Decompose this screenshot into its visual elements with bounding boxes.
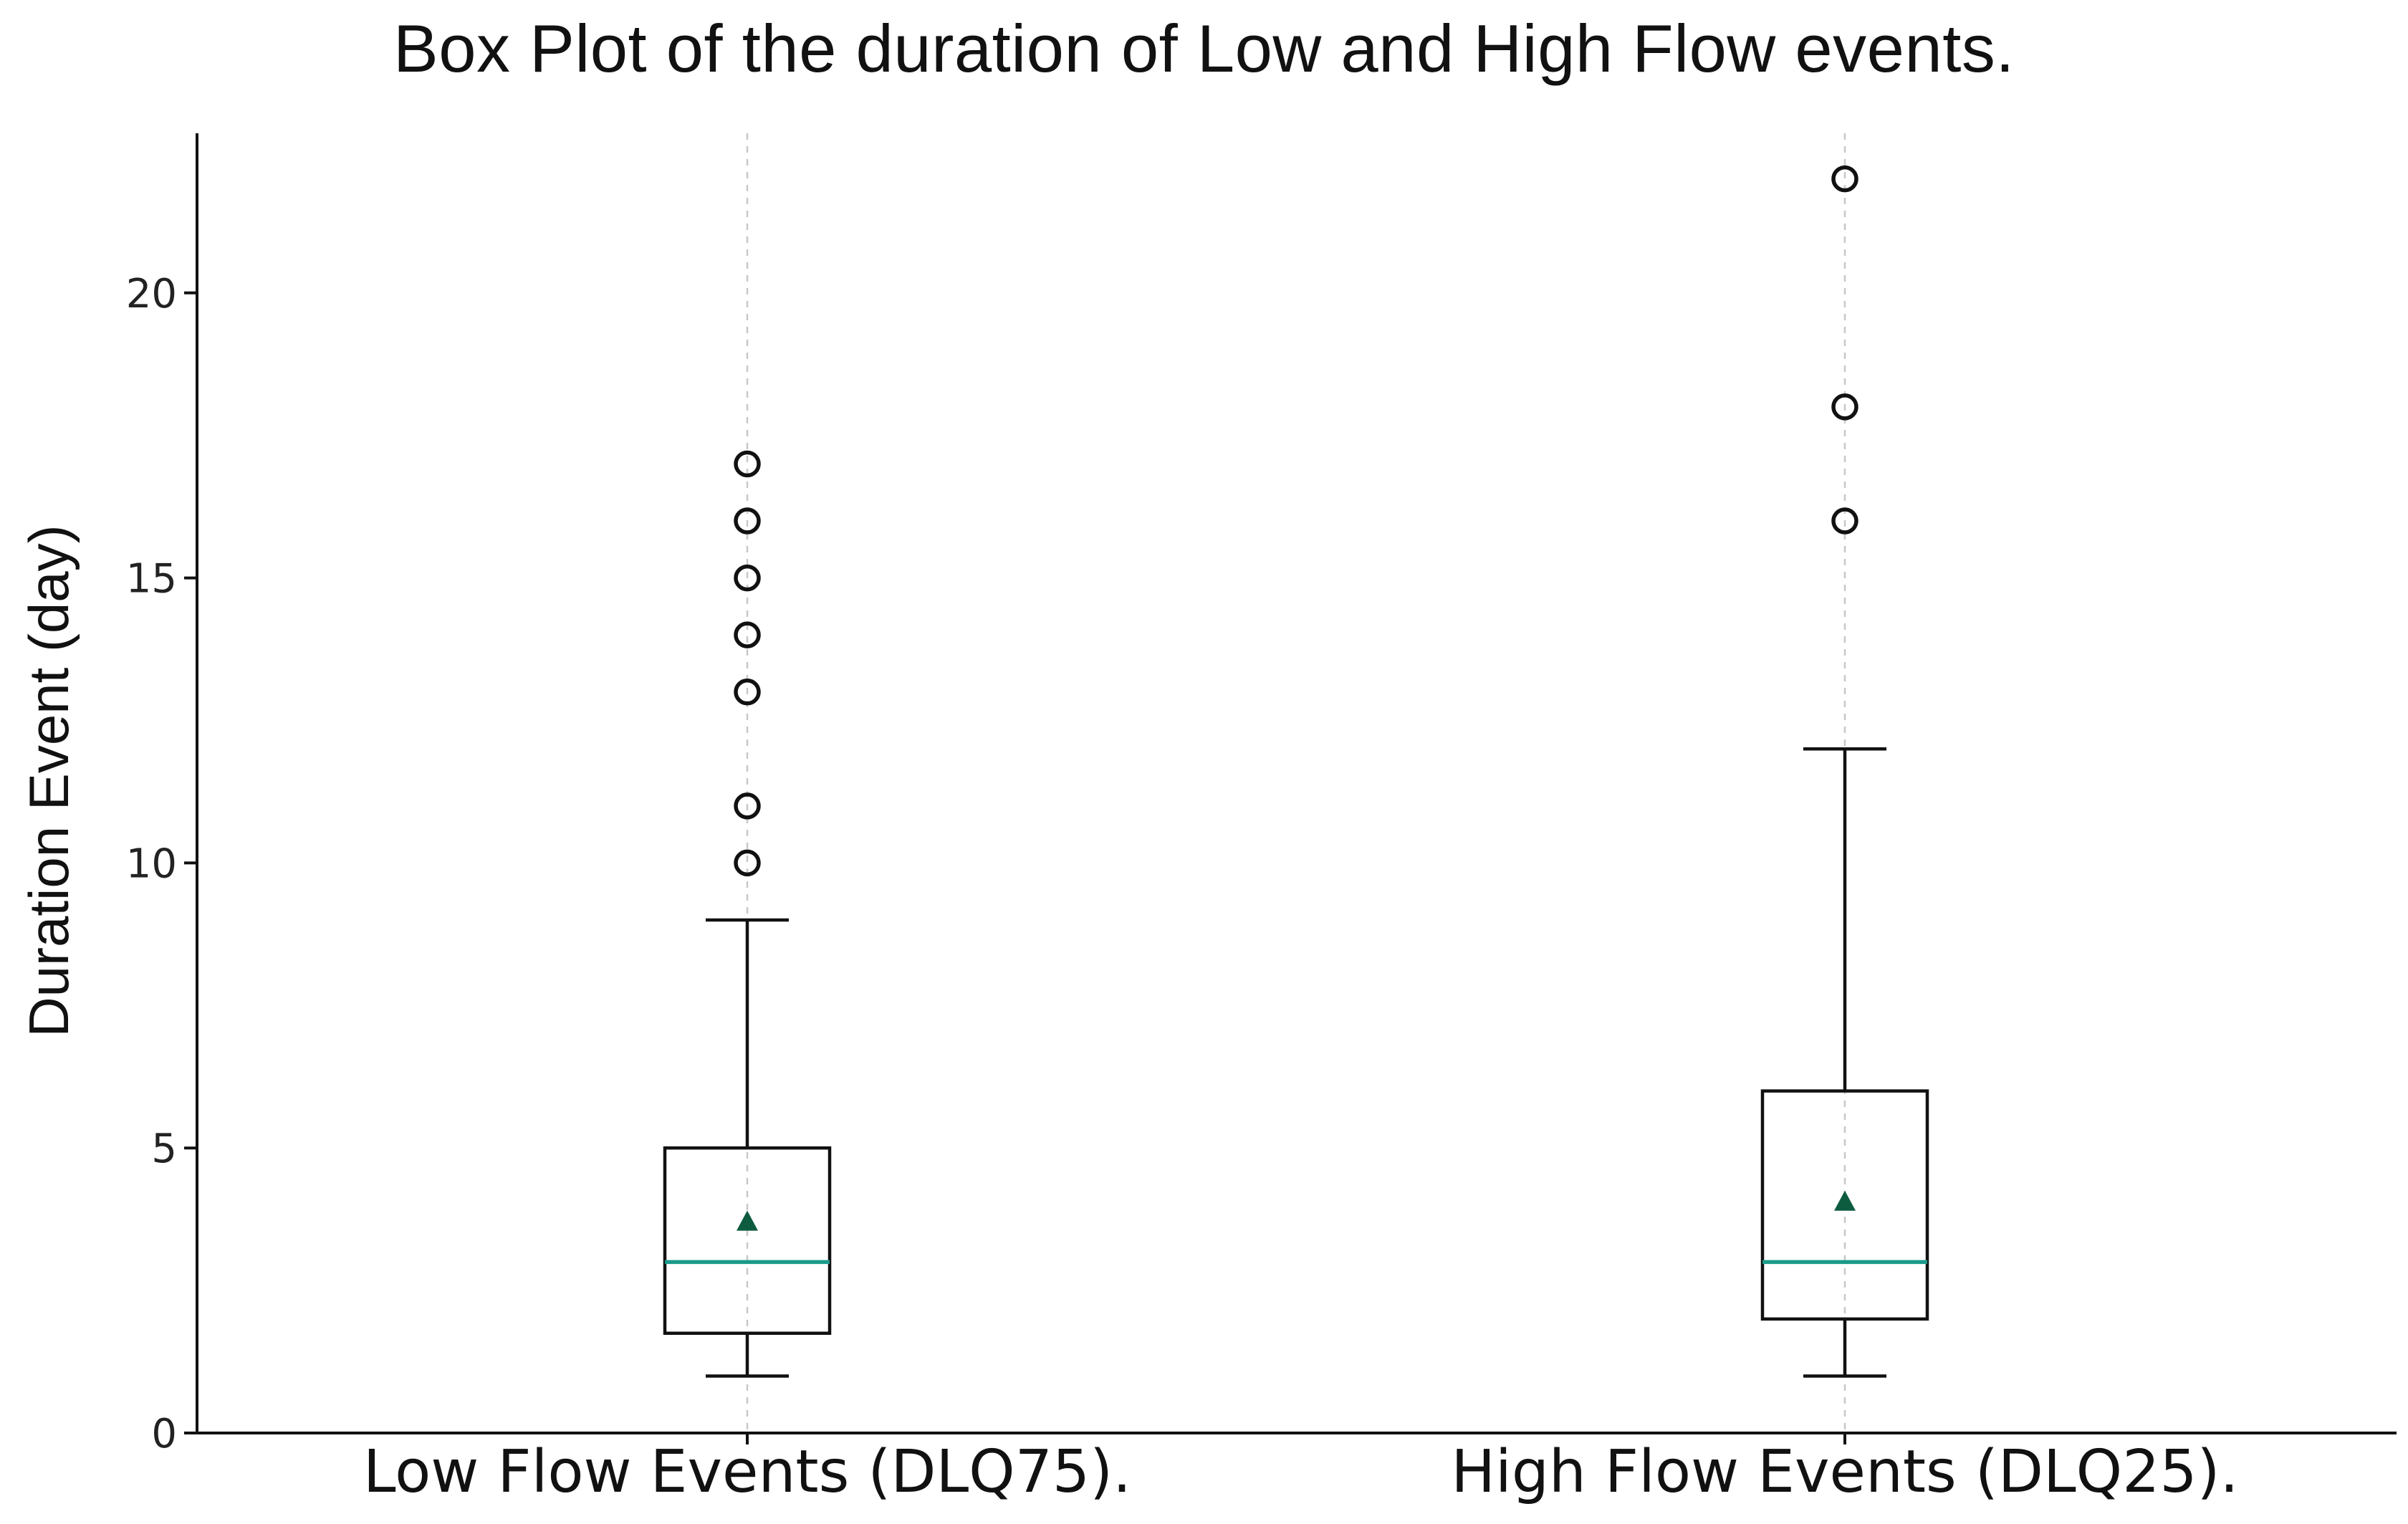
iqr-box [663,1146,832,1336]
boxes [663,165,1929,1378]
category-label-2: High Flow Events (DLQ25). [1451,1438,2238,1506]
mean-marker [737,1210,758,1231]
outlier-point [734,450,761,478]
chart-title: Box Plot of the duration of Low and High… [393,11,2015,86]
y-tick-label-0: 0 [151,1411,177,1457]
outlier-point [1831,165,1858,193]
category-labels: Low Flow Events (DLQ75). High Flow Events… [363,1438,2239,1506]
y-tick-label-5: 5 [151,1126,177,1172]
outlier-point [734,792,761,820]
outlier-point [734,621,761,648]
iqr-box [1760,1089,1929,1321]
outlier-point [734,507,761,535]
category-label-1: Low Flow Events (DLQ75). [363,1438,1131,1506]
box-group-1 [663,450,832,1378]
y-axis-label: Duration Event (day) [17,524,80,1037]
grid-lines [746,133,1846,1433]
y-tick-label-20: 20 [126,271,177,317]
y-tick-label-10: 10 [126,840,177,887]
outlier-point [1831,393,1858,421]
outlier-point [734,678,761,706]
outlier-point [1831,507,1858,535]
axes [196,133,2397,1434]
y-ticks: 0 5 10 15 20 [126,271,1846,1457]
outlier-point [734,564,761,592]
mean-marker [1834,1190,1856,1211]
box-group-2 [1760,165,1929,1378]
outlier-point [734,849,761,877]
y-tick-label-15: 15 [126,556,177,603]
